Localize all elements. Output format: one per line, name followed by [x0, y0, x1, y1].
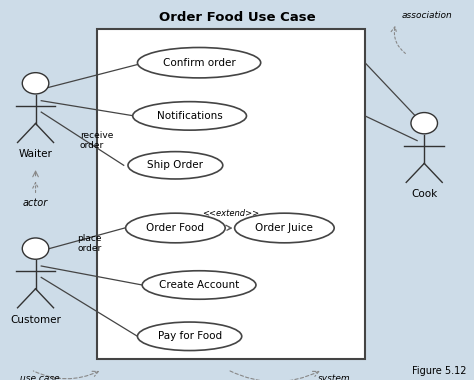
Circle shape: [22, 73, 49, 94]
Ellipse shape: [133, 102, 246, 130]
Text: Cook: Cook: [411, 189, 438, 199]
Text: system
boundary: system boundary: [313, 374, 356, 380]
Text: place
order: place order: [77, 233, 102, 253]
Ellipse shape: [126, 213, 225, 243]
Ellipse shape: [142, 271, 256, 299]
Ellipse shape: [235, 213, 334, 243]
Text: Pay for Food: Pay for Food: [157, 331, 222, 341]
Text: Confirm order: Confirm order: [163, 58, 236, 68]
Ellipse shape: [128, 152, 223, 179]
Text: Order Food Use Case: Order Food Use Case: [159, 11, 315, 24]
Text: Create Account: Create Account: [159, 280, 239, 290]
Text: Order Food: Order Food: [146, 223, 204, 233]
Circle shape: [22, 238, 49, 259]
Text: Customer: Customer: [10, 315, 61, 325]
Text: Order Juice: Order Juice: [255, 223, 313, 233]
Text: Ship Order: Ship Order: [147, 160, 203, 170]
Text: Notifications: Notifications: [157, 111, 222, 121]
Ellipse shape: [137, 322, 242, 350]
Text: Waiter: Waiter: [18, 149, 53, 159]
Ellipse shape: [137, 48, 261, 78]
Text: <<extend>>: <<extend>>: [202, 209, 259, 218]
Text: actor: actor: [23, 198, 48, 208]
Circle shape: [411, 112, 438, 134]
FancyBboxPatch shape: [97, 28, 365, 359]
Text: use case: use case: [20, 374, 60, 380]
Text: association: association: [401, 11, 452, 21]
Text: Figure 5.12: Figure 5.12: [412, 366, 467, 376]
Text: receive
order: receive order: [80, 131, 113, 150]
